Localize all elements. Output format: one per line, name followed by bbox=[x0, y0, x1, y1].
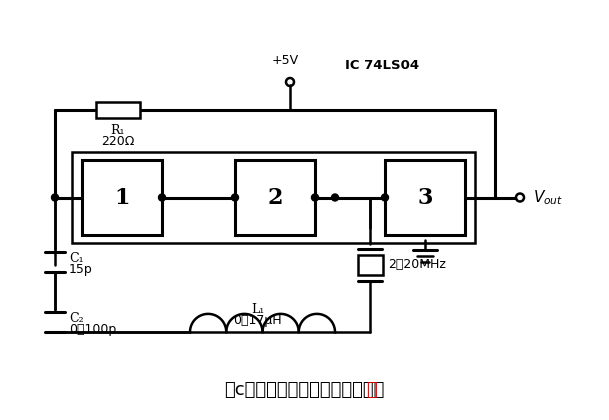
Text: 0～100p: 0～100p bbox=[69, 323, 116, 336]
Text: 2～20MHz: 2～20MHz bbox=[388, 258, 446, 271]
Circle shape bbox=[381, 194, 389, 201]
Circle shape bbox=[231, 194, 239, 201]
Text: 3: 3 bbox=[417, 186, 432, 208]
Text: L₁: L₁ bbox=[251, 303, 264, 316]
FancyBboxPatch shape bbox=[82, 160, 162, 235]
Text: （c）反相器组成的串联振荡电路: （c）反相器组成的串联振荡电路 bbox=[224, 381, 384, 399]
Text: 1: 1 bbox=[114, 186, 130, 208]
Text: 15p: 15p bbox=[69, 263, 93, 276]
Text: 2: 2 bbox=[267, 186, 283, 208]
FancyBboxPatch shape bbox=[385, 160, 465, 235]
Text: 0～17μH: 0～17μH bbox=[233, 314, 282, 327]
Text: 荡: 荡 bbox=[366, 381, 377, 399]
Circle shape bbox=[52, 194, 58, 201]
Text: C₂: C₂ bbox=[69, 312, 83, 326]
FancyBboxPatch shape bbox=[235, 160, 315, 235]
Circle shape bbox=[158, 194, 166, 201]
Text: 220Ω: 220Ω bbox=[101, 135, 134, 148]
Circle shape bbox=[331, 194, 339, 201]
Text: $V_{out}$: $V_{out}$ bbox=[533, 188, 563, 207]
Text: IC 74LS04: IC 74LS04 bbox=[345, 59, 419, 72]
FancyBboxPatch shape bbox=[357, 255, 382, 275]
Text: R₁: R₁ bbox=[110, 124, 125, 137]
Text: +5V: +5V bbox=[272, 54, 298, 67]
FancyBboxPatch shape bbox=[96, 102, 139, 118]
Circle shape bbox=[311, 194, 319, 201]
Text: C₁: C₁ bbox=[69, 252, 83, 265]
